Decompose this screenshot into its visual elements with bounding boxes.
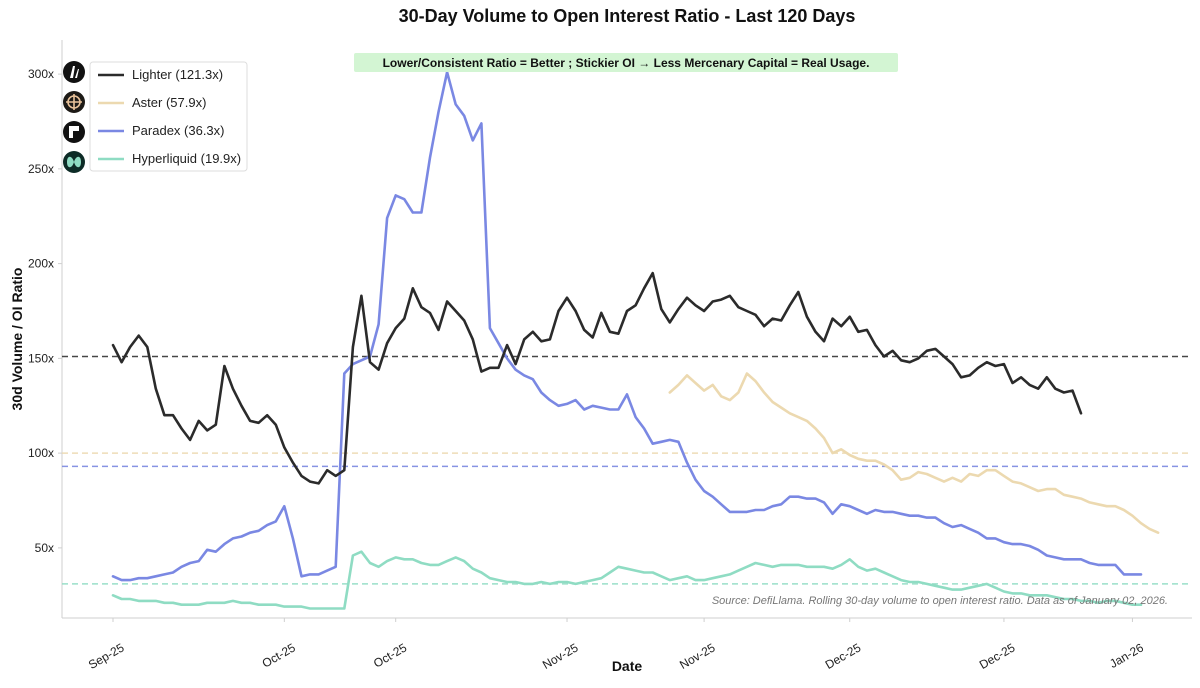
aster-logo-icon: [63, 91, 85, 113]
x-tick-label: Oct-25: [260, 640, 298, 670]
y-tick-label: 200x: [28, 257, 54, 271]
series-line-paradex: [111, 70, 1143, 582]
paradex-logo-icon: [63, 121, 85, 143]
hyperliquid-logo-icon: [63, 151, 85, 173]
annotation-text: Lower/Consistent Ratio = Better ; Sticki…: [383, 56, 870, 70]
series-line-aster: [668, 372, 1160, 535]
legend-frame: [89, 61, 248, 172]
x-tick-label: Sep-25: [86, 640, 127, 672]
legend: Lighter (121.3x) Aster (57.9x) Paradex (36…: [89, 61, 248, 172]
series-line-lighter: [111, 271, 1083, 485]
x-tick-label: Dec-25: [823, 640, 864, 672]
legend-label: Hyperliquid (19.9x): [132, 151, 241, 166]
y-tick-label: 300x: [28, 67, 54, 81]
y-tick-label: 150x: [28, 351, 54, 365]
y-axis-title: 30d Volume / OI Ratio: [9, 268, 25, 411]
reference-lines: [62, 355, 1192, 585]
x-tick-label: Oct-25: [371, 640, 409, 670]
y-tick-label: 50x: [35, 541, 54, 555]
x-tick-label: Jan-26: [1107, 640, 1146, 671]
legend-label: Aster (57.9x): [132, 95, 206, 110]
legend-icons: [63, 61, 85, 173]
source-note: Source: DefiLlama. Rolling 30-day volume…: [712, 595, 1168, 607]
chart-title: 30-Day Volume to Open Interest Ratio - L…: [399, 6, 856, 26]
series-lines: [111, 70, 1160, 610]
lighter-logo-icon: [63, 61, 85, 83]
x-tick-label: Nov-25: [540, 640, 581, 672]
y-ticks: 50x 100x 150x 200x 250x 300x: [28, 67, 62, 555]
x-axis-title: Date: [612, 658, 643, 674]
y-tick-label: 250x: [28, 162, 54, 176]
legend-label: Paradex (36.3x): [132, 123, 225, 138]
y-tick-label: 100x: [28, 446, 54, 460]
x-tick-label: Dec-25: [977, 640, 1018, 672]
legend-label: Lighter (121.3x): [132, 67, 223, 82]
x-tick-label: Nov-25: [677, 640, 718, 672]
annotation-background: [354, 53, 898, 72]
series-line-hyperliquid: [111, 550, 1143, 610]
annotation-box: Lower/Consistent Ratio = Better ; Sticki…: [354, 53, 898, 72]
